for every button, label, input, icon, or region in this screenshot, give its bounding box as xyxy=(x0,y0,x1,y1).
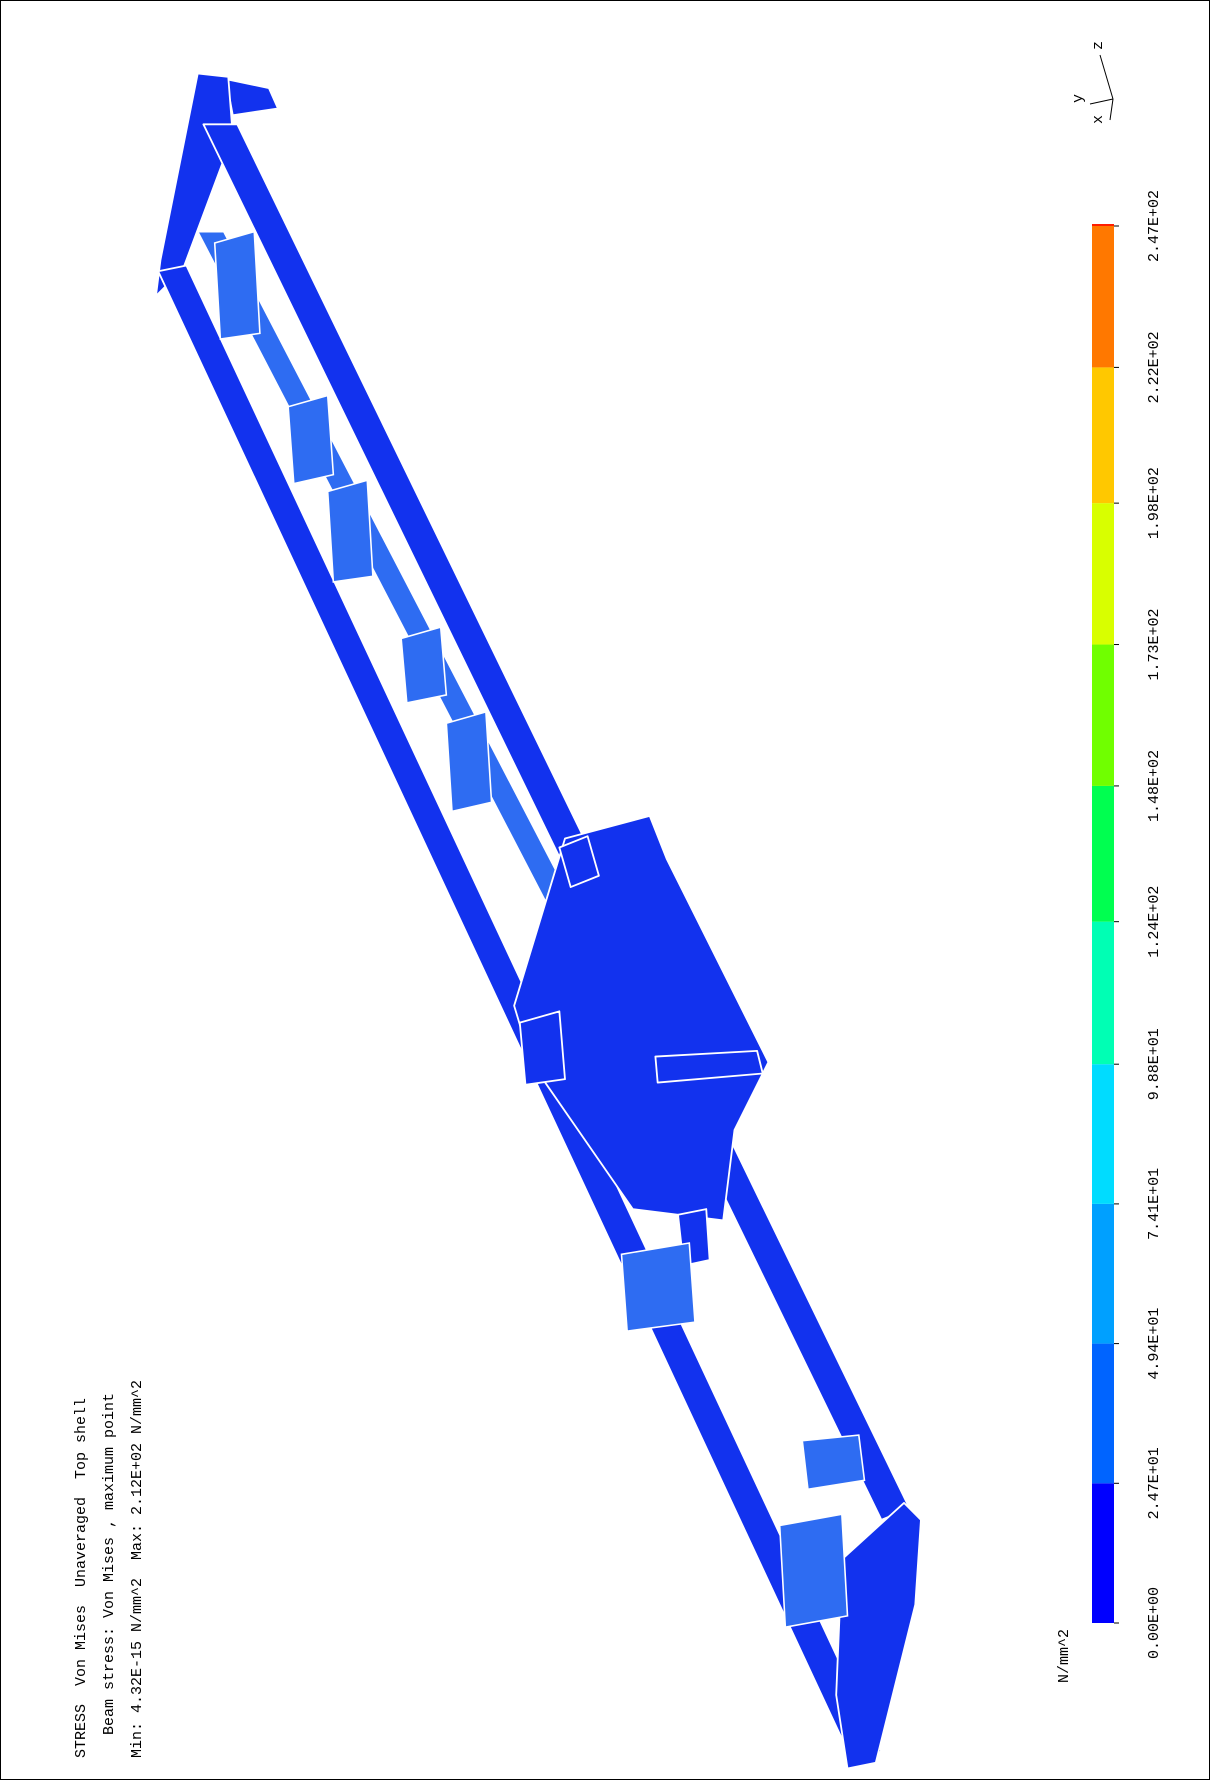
colorbar-label: 1.73E+02 xyxy=(1146,609,1163,681)
colorbar-label: 1.24E+02 xyxy=(1146,886,1163,958)
colorbar-band xyxy=(1092,503,1114,644)
triad-label: x xyxy=(1090,115,1107,124)
triad-label: z xyxy=(1090,41,1107,50)
header-line: Beam stress: Von Mises , maximum point xyxy=(101,1393,118,1735)
colorbar-top xyxy=(1092,224,1114,226)
crossmember xyxy=(328,480,373,582)
colorbar-unit: N/mm^2 xyxy=(1056,1629,1073,1683)
block xyxy=(520,1011,565,1084)
crossmember xyxy=(288,396,333,484)
header-line: Min: 4.32E-15 N/mm^2 Max: 2.12E+02 N/mm^… xyxy=(129,1380,146,1758)
stress-plot: STRESS Von Mises Unaveraged Top shell Bea… xyxy=(0,0,1210,1780)
colorbar-band xyxy=(1092,922,1114,1065)
colorbar-band xyxy=(1092,1344,1114,1484)
colorbar-label: 2.47E+02 xyxy=(1146,190,1163,262)
colorbar-band xyxy=(1092,226,1114,367)
colorbar-label: 1.48E+02 xyxy=(1146,750,1163,822)
colorbar-label: 2.47E+01 xyxy=(1146,1447,1163,1519)
colorbar-band xyxy=(1092,645,1114,786)
crossmember xyxy=(401,627,446,703)
colorbar-label: 7.41E+01 xyxy=(1146,1168,1163,1240)
crossmember xyxy=(780,1514,848,1627)
colorbar-label: 9.88E+01 xyxy=(1146,1028,1163,1100)
colorbar-band xyxy=(1092,1204,1114,1344)
colorbar-band xyxy=(1092,786,1114,922)
triad-label: y xyxy=(1070,94,1087,103)
crossmember xyxy=(215,232,260,339)
colorbar-label: 2.22E+02 xyxy=(1146,331,1163,403)
crossmember xyxy=(446,712,491,811)
colorbar-label: 1.98E+02 xyxy=(1146,467,1163,539)
crossmember xyxy=(622,1243,695,1331)
crossmember xyxy=(802,1435,864,1489)
colorbar-band xyxy=(1092,1483,1114,1623)
colorbar-band xyxy=(1092,367,1114,503)
colorbar-label: 4.94E+01 xyxy=(1146,1308,1163,1380)
colorbar-band xyxy=(1092,1064,1114,1204)
colorbar-label: 0.00E+00 xyxy=(1146,1587,1163,1659)
header-line: STRESS Von Mises Unaveraged Top shell xyxy=(73,1398,90,1758)
